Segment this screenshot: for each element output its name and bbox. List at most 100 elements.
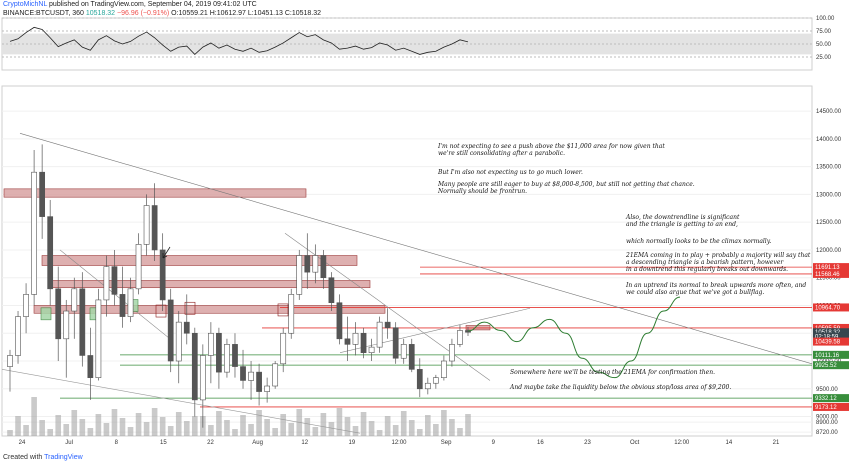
triangle-upper-line: [284, 233, 491, 381]
volume-bar: [433, 424, 439, 436]
price-label-bg: [813, 361, 849, 370]
volume-bar: [457, 428, 463, 436]
price-tick-label: 11500.00: [816, 276, 841, 282]
volume-bar: [87, 428, 94, 436]
rsi-tick-label: 25.00: [816, 55, 832, 61]
volume-bar: [111, 409, 118, 436]
volume-bar: [183, 421, 190, 436]
x-tick-label: Aug: [252, 440, 263, 446]
price-tick-label: 12500.00: [816, 220, 842, 226]
volume-bar: [441, 410, 447, 436]
sell-marker: [155, 304, 167, 318]
candle-body: [360, 332, 367, 353]
candle-body: [256, 371, 262, 392]
candle-body: [457, 330, 463, 345]
projection-path: [467, 296, 681, 379]
supply-zone: [33, 305, 386, 314]
candle-body: [304, 255, 311, 273]
rsi-tick-label: 50.00: [816, 42, 832, 48]
volume-bar: [208, 425, 214, 436]
candle-body: [7, 355, 13, 367]
volume-bar: [151, 408, 158, 436]
candle-body: [208, 332, 214, 356]
candle-body: [183, 321, 190, 334]
arrow-icon: [162, 246, 171, 259]
volume-bar: [416, 429, 423, 436]
sell-marker: [277, 303, 289, 317]
volume-bar: [400, 411, 407, 436]
volume-bar: [272, 428, 278, 436]
candle-body: [264, 385, 270, 392]
price-label-bg: [813, 269, 849, 278]
candle-body: [441, 360, 447, 378]
symbol-label[interactable]: BINANCE:BTCUSDT, 360: [3, 10, 84, 17]
annotation-5: which normally looks to be the climax no…: [626, 238, 772, 245]
price-label-bg: [813, 303, 849, 312]
candle-body: [87, 355, 94, 378]
annotation-1: I'm not expecting to see a push above th…: [438, 143, 665, 157]
volume-bar: [304, 418, 311, 436]
tradingview-logo[interactable]: TradingView: [44, 454, 83, 461]
volume-bar: [159, 417, 166, 436]
candle-body: [392, 327, 399, 359]
price-label: 11691.13: [815, 265, 840, 271]
buy-marker: [40, 307, 52, 321]
price-pane: [1, 85, 813, 437]
candle-body: [31, 171, 37, 295]
candle-body: [232, 344, 238, 367]
volume-bar: [465, 414, 471, 436]
candle-body: [432, 377, 439, 384]
volume-bar: [127, 427, 134, 436]
volume-bar: [425, 415, 431, 436]
price-tick-label: 13000.00: [816, 192, 842, 198]
rsi-tick-label: 75.00: [816, 29, 832, 35]
volume-bar: [320, 413, 327, 436]
annotation-4: Also, the downtrendline is significant a…: [626, 214, 740, 228]
candle-body: [280, 332, 287, 365]
candle-body: [288, 294, 295, 334]
volume-bar: [167, 426, 174, 436]
x-tick-label: 9: [492, 440, 496, 446]
volume-bar: [240, 415, 246, 436]
candle-body: [15, 316, 21, 356]
price-tick-label: 14000.00: [816, 137, 842, 143]
candle-body: [312, 255, 319, 273]
x-tick-label: Sep: [441, 440, 452, 446]
x-tick-label: 22: [207, 440, 214, 446]
candle-body: [63, 310, 70, 340]
price-label-bg: [813, 350, 849, 359]
volume-bar: [392, 425, 399, 436]
candle-body: [424, 382, 431, 390]
candle-body: [199, 355, 206, 401]
volume-bar: [336, 408, 343, 436]
volume-bar: [63, 424, 70, 436]
downtrend-line: [19, 133, 813, 365]
footer: Created with TradingView: [3, 454, 83, 461]
volume-bar: [408, 420, 415, 436]
x-tick-label: 23: [584, 440, 591, 446]
candle-body: [95, 299, 102, 378]
rsi-tick-label: 100.00: [816, 16, 835, 22]
candle-body: [216, 332, 222, 373]
volume-bar: [216, 411, 222, 436]
volume-bar: [352, 426, 359, 436]
price-label-bg: [813, 328, 849, 337]
volume-bar: [7, 430, 13, 436]
price-label: 10439.58: [815, 340, 841, 346]
x-tick-label: 24: [19, 440, 26, 446]
candle-body: [103, 266, 110, 301]
volume-bar: [15, 416, 21, 436]
volume-bar: [103, 423, 110, 436]
price-label: 9332.12: [815, 396, 837, 402]
price-tick-label: 14500.00: [816, 109, 842, 115]
annotation-7: In an uptrend its normal to break upward…: [626, 282, 807, 296]
symbol-line: BINANCE:BTCUSDT, 360 10518.32 −96.96 (−0…: [3, 10, 321, 17]
candle-body: [175, 321, 182, 362]
price-tick-label: 13500.00: [816, 165, 842, 171]
author-link[interactable]: CryptoMichNL: [3, 1, 48, 8]
candle-body: [449, 344, 455, 362]
ohlc-open: O:10559.21: [171, 10, 208, 17]
candle-body: [344, 338, 351, 345]
candle-body: [159, 249, 166, 301]
